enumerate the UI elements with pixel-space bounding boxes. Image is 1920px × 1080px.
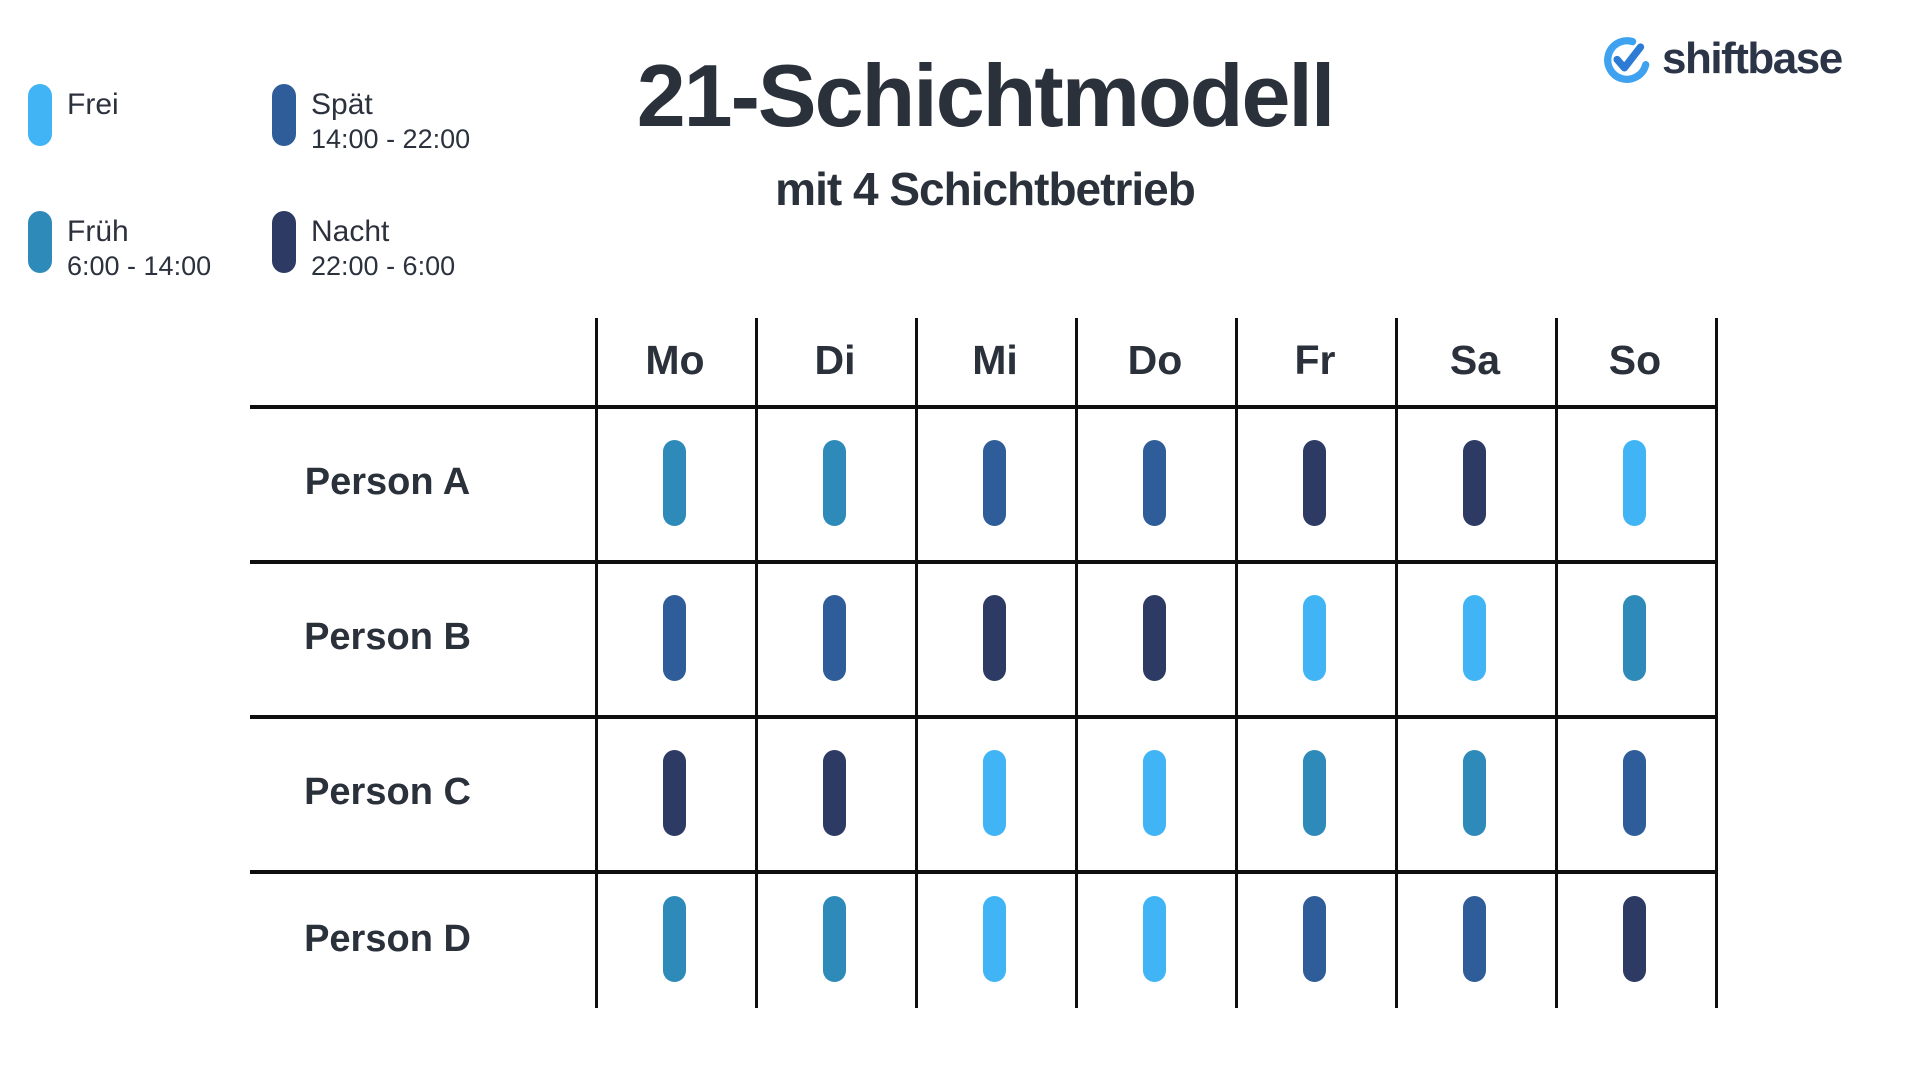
legend-time: 14:00 - 22:00 [311, 124, 471, 154]
shift-pill-spaet [1463, 896, 1486, 982]
day-header-sa: Sa [1449, 337, 1501, 383]
spaet-shift-pill [272, 84, 296, 146]
grid-line-horizontal [250, 715, 1717, 719]
shift-pill-frueh [663, 896, 686, 982]
legend-label: Frei [67, 88, 119, 121]
legend-text-frei: Frei [67, 84, 119, 123]
shift-pill-spaet [663, 595, 686, 681]
person-label: Person B [304, 616, 471, 658]
shift-pill-nacht [1463, 440, 1486, 526]
day-header-mo: Mo [645, 337, 705, 383]
shiftbase-clock-check-icon [1604, 37, 1650, 83]
legend-text-spaet: Spät 14:00 - 22:00 [311, 84, 470, 156]
shift-pill-spaet [1143, 440, 1166, 526]
shift-pill-frueh [823, 896, 846, 982]
frueh-shift-pill [28, 211, 52, 273]
person-label: Person D [304, 917, 471, 960]
shift-pill-frei [1303, 595, 1326, 681]
shift-pill-frei [983, 750, 1006, 836]
grid-line-vertical [1235, 318, 1238, 1008]
shift-pill-frueh [1623, 595, 1646, 681]
legend-label: Nacht [311, 215, 390, 248]
grid-line-vertical [1715, 318, 1718, 1008]
grid-line-vertical [1395, 318, 1398, 1008]
grid-line-vertical [1075, 318, 1078, 1008]
page-title: 21-Schichtmodell [636, 46, 1336, 145]
day-header-so: So [1608, 337, 1662, 383]
shift-pill-frei [1623, 440, 1646, 526]
legend-item-frei: Frei [28, 84, 119, 146]
shift-pill-frei [1463, 595, 1486, 681]
legend-item-spaet: Spät 14:00 - 22:00 [272, 84, 470, 156]
legend-label: Spät [311, 88, 373, 121]
day-header-mi: Mi [972, 337, 1018, 383]
page-subtitle: mit 4 Schichtbetrieb [775, 163, 1196, 215]
day-header-fr: Fr [1294, 337, 1336, 383]
shiftbase-logo: shiftbase [1602, 34, 1843, 84]
shift-pill-spaet [983, 440, 1006, 526]
legend-label: Früh [67, 215, 129, 248]
frei-shift-pill [28, 84, 52, 146]
shift-pill-nacht [1143, 595, 1166, 681]
shift-pill-nacht [823, 750, 846, 836]
day-header-di: Di [814, 337, 856, 383]
shift-pill-spaet [1623, 750, 1646, 836]
grid-line-horizontal [250, 870, 1717, 874]
grid-line-vertical [915, 318, 918, 1008]
nacht-shift-pill [272, 211, 296, 273]
shift-pill-spaet [1303, 896, 1326, 982]
shift-pill-frei [1143, 896, 1166, 982]
legend-time: 22:00 - 6:00 [311, 251, 456, 281]
day-header-do: Do [1127, 337, 1183, 383]
grid-line-vertical [595, 318, 598, 1008]
shift-pill-spaet [823, 595, 846, 681]
shift-pill-nacht [1303, 440, 1326, 526]
shift-pill-frueh [823, 440, 846, 526]
shift-schedule-table: Mo Di Mi Do Fr Sa So Person A Person B Person C Pe… [250, 318, 1718, 1008]
grid-line-horizontal [250, 405, 1717, 409]
shift-pill-frueh [1463, 750, 1486, 836]
legend-time: 6:00 - 14:00 [67, 251, 212, 281]
legend-text-frueh: Früh 6:00 - 14:00 [67, 211, 211, 283]
shift-pill-frueh [1303, 750, 1326, 836]
header: 21-Schichtmodell mit 4 Schichtbetrieb [250, 0, 1720, 215]
legend-item-frueh: Früh 6:00 - 14:00 [28, 211, 211, 283]
shift-pill-frei [1143, 750, 1166, 836]
shift-pill-frueh [663, 440, 686, 526]
shift-pill-frei [983, 896, 1006, 982]
person-label: Person C [304, 771, 471, 813]
person-label: Person A [304, 461, 471, 503]
legend-item-nacht: Nacht 22:00 - 6:00 [272, 211, 455, 283]
shiftbase-wordmark: shiftbase [1662, 34, 1843, 83]
shift-pill-nacht [663, 750, 686, 836]
grid-line-horizontal [250, 560, 1717, 564]
shift-pill-nacht [983, 595, 1006, 681]
grid-line-vertical [755, 318, 758, 1008]
grid-line-vertical [1555, 318, 1558, 1008]
legend-text-nacht: Nacht 22:00 - 6:00 [311, 211, 455, 283]
shift-pill-nacht [1623, 896, 1646, 982]
